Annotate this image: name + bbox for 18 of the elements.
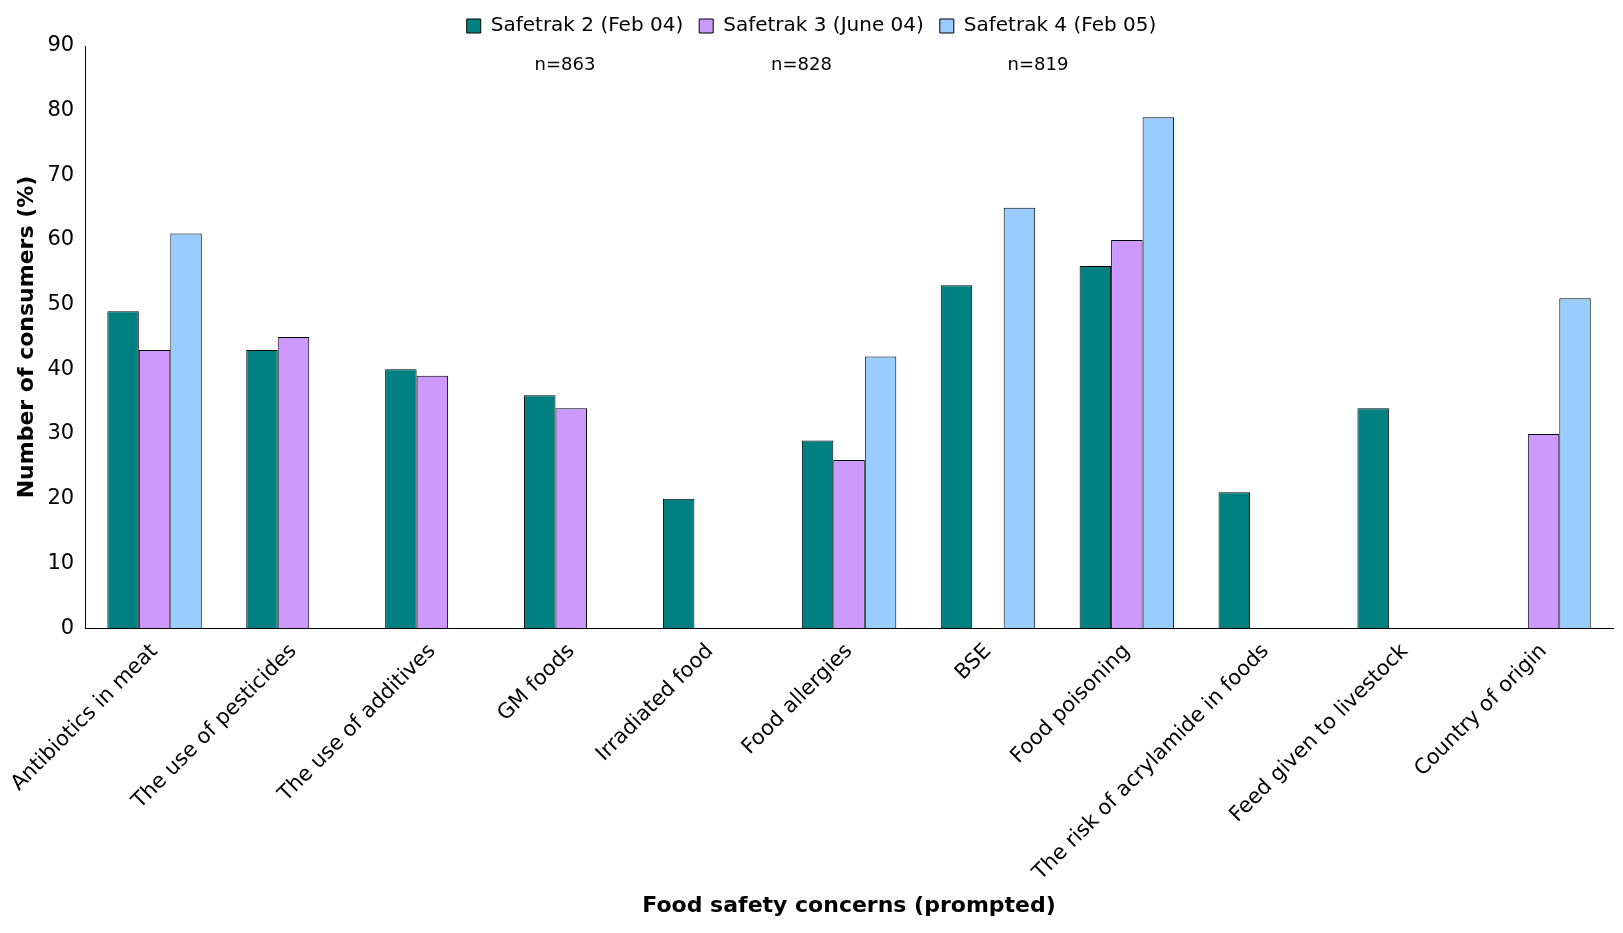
y-tick-label: 50 [47, 291, 75, 316]
y-tick-label: 30 [47, 420, 75, 445]
legend-label: Safetrak 3 (June 04) [723, 12, 924, 37]
y-tick-label: 20 [47, 485, 75, 510]
y-tick-label: 10 [47, 549, 75, 574]
annotation: n=863 [534, 52, 596, 74]
legend-label: Safetrak 4 (Feb 05) [963, 12, 1157, 37]
y-tick-label: 40 [47, 355, 75, 380]
y-tick-label: 60 [47, 226, 75, 251]
y-tick-label: 80 [47, 97, 75, 122]
annotation: n=828 [771, 52, 832, 74]
y-tick-label: 70 [47, 161, 75, 186]
y-tick-label: 90 [47, 32, 75, 57]
y-tick-label: 0 [60, 614, 75, 639]
y-axis-title: Number of consumers (%) [12, 175, 38, 499]
legend-label: Safetrak 2 (Feb 04) [490, 12, 684, 37]
annotation: n=819 [1007, 52, 1069, 74]
x-axis-title: Food safety concerns (prompted) [642, 891, 1056, 917]
